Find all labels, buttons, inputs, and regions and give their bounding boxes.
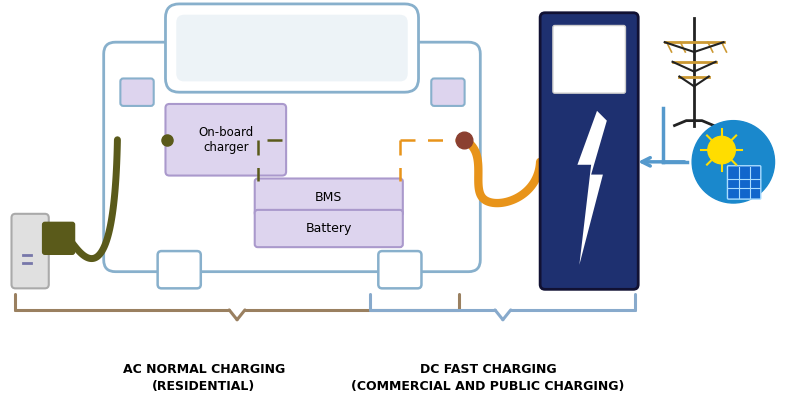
FancyBboxPatch shape [553,26,626,93]
FancyBboxPatch shape [177,15,407,81]
FancyBboxPatch shape [378,251,422,288]
FancyBboxPatch shape [165,104,286,176]
Text: BMS: BMS [315,191,343,203]
FancyBboxPatch shape [255,210,403,247]
FancyBboxPatch shape [165,4,418,92]
Text: On-board
charger: On-board charger [198,126,254,154]
Text: Battery: Battery [306,222,352,235]
Text: DC FAST CHARGING
(COMMERCIAL AND PUBLIC CHARGING): DC FAST CHARGING (COMMERCIAL AND PUBLIC … [351,363,625,393]
FancyBboxPatch shape [42,222,75,255]
Polygon shape [578,111,607,265]
FancyBboxPatch shape [431,79,465,106]
FancyBboxPatch shape [158,251,201,288]
FancyBboxPatch shape [540,13,638,289]
FancyBboxPatch shape [121,79,154,106]
Text: AC NORMAL CHARGING
(RESIDENTIAL): AC NORMAL CHARGING (RESIDENTIAL) [123,363,284,393]
Circle shape [708,136,735,164]
FancyBboxPatch shape [12,214,49,288]
FancyBboxPatch shape [104,42,481,272]
FancyBboxPatch shape [255,178,403,216]
FancyBboxPatch shape [727,166,760,199]
Circle shape [692,120,775,203]
